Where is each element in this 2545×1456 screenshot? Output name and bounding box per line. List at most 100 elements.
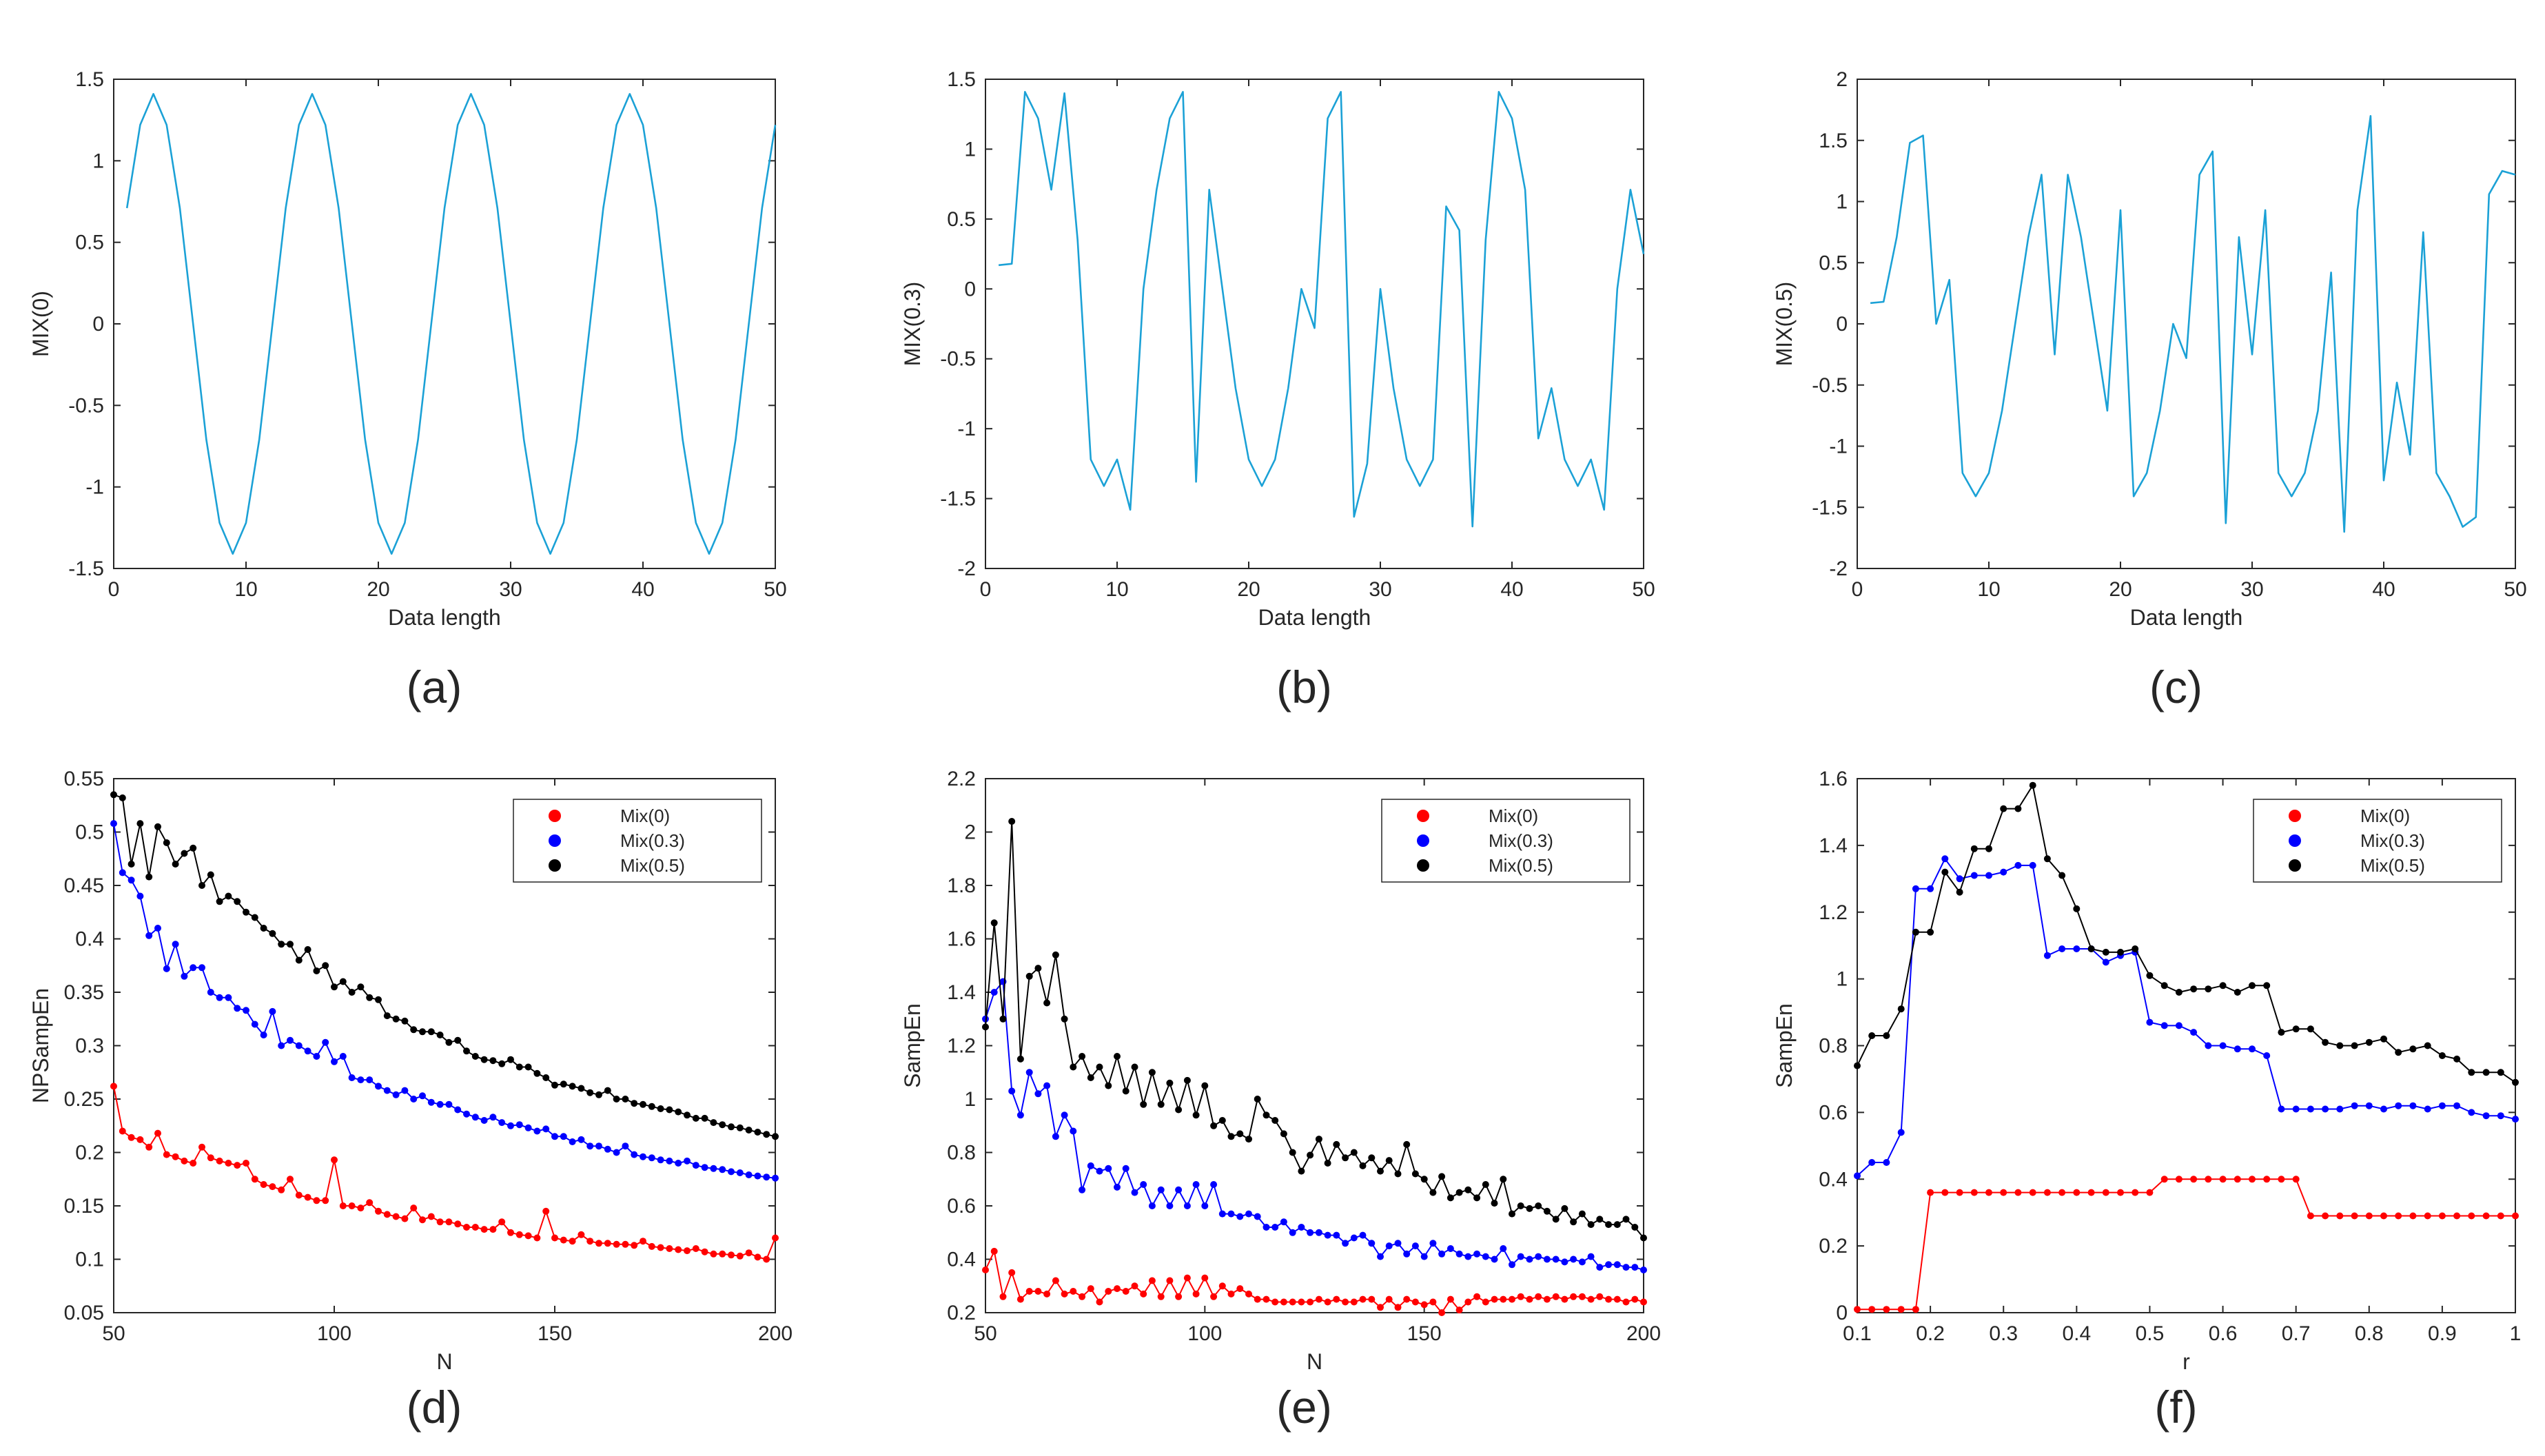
data-point [427, 1028, 435, 1036]
data-point [507, 1229, 514, 1236]
data-point [357, 1204, 365, 1212]
data-point [1016, 1295, 1024, 1303]
data-point [1227, 1290, 1235, 1298]
x-axis-title: r [2183, 1349, 2190, 1374]
data-point [1271, 1224, 1279, 1231]
legend-entry: Mix(0) [2360, 806, 2410, 826]
data-point [1218, 1210, 1226, 1218]
data-point [1008, 1087, 1016, 1095]
y-tick-label: 2 [1836, 68, 1848, 91]
data-point [1854, 1062, 1861, 1069]
data-point [445, 1100, 453, 1108]
data-point [2322, 1038, 2329, 1046]
data-point [1016, 1055, 1024, 1063]
data-point [1897, 1306, 1905, 1313]
data-point [225, 1160, 232, 1167]
data-point [1438, 1173, 1446, 1180]
data-point [1315, 1229, 1322, 1236]
data-point [1622, 1298, 1630, 1306]
data-point [1079, 1053, 1086, 1060]
data-point [2322, 1212, 2329, 1220]
data-point [1631, 1224, 1639, 1231]
data-point [1517, 1202, 1524, 1209]
data-point [1183, 1202, 1191, 1209]
data-point [772, 1234, 779, 1242]
data-point [2219, 982, 2227, 990]
data-point [1236, 1130, 1244, 1138]
data-point [480, 1056, 488, 1063]
data-point [313, 1197, 320, 1204]
data-point [1596, 1293, 1604, 1300]
data-point [613, 1240, 620, 1248]
data-point [1912, 1306, 1919, 1313]
data-point [1245, 1210, 1252, 1218]
y-tick-label: -1.5 [1812, 496, 1848, 519]
y-tick-label: 0.4 [1819, 1168, 1848, 1191]
data-point [154, 823, 161, 830]
legend: Mix(0) Mix(0.3) Mix(0.5) [2253, 799, 2502, 883]
panel-d: 50 100 150 200 0.05 0.1 0.15 0.2 0.25 0.3 0.35 0.4 0… [28, 768, 793, 1433]
legend-entry: Mix(0.3) [1489, 830, 1553, 851]
x-tick-label: 20 [1237, 578, 1260, 601]
data-point [1368, 1154, 1376, 1162]
data-point [1411, 1298, 1419, 1306]
data-point [2029, 1189, 2036, 1196]
data-point [1561, 1295, 1568, 1303]
data-point [1192, 1111, 1200, 1119]
data-point [1587, 1253, 1595, 1260]
data-point [613, 1096, 620, 1103]
data-point [1254, 1295, 1261, 1303]
data-point [728, 1168, 735, 1176]
data-point [2307, 1105, 2314, 1113]
data-point [2482, 1069, 2490, 1076]
data-point [260, 1032, 267, 1038]
data-point [684, 1157, 691, 1165]
data-point [1052, 1277, 1059, 1284]
data-point [1025, 1288, 1033, 1295]
data-point [533, 1234, 541, 1242]
data-point [648, 1154, 655, 1162]
data-point [1482, 1181, 1489, 1188]
y-tick-label: 1.5 [1819, 130, 1848, 152]
data-point [278, 1186, 285, 1193]
y-tick-label: -1 [1829, 435, 1848, 458]
x-tick-label: 1 [2510, 1322, 2522, 1345]
data-point [2175, 1176, 2183, 1183]
legend-entry: Mix(0.5) [620, 855, 685, 876]
data-point [675, 1160, 682, 1167]
data-point [1043, 999, 1051, 1007]
data-point [1473, 1194, 1481, 1202]
data-point [392, 1015, 400, 1023]
data-point [772, 1133, 779, 1140]
data-point [1985, 1189, 1992, 1196]
series-line-mix-0- [985, 1250, 1644, 1313]
data-point [736, 1169, 744, 1176]
data-point [719, 1121, 726, 1129]
data-point [110, 1083, 117, 1090]
data-point [251, 914, 258, 921]
data-point [454, 1106, 462, 1114]
data-point [145, 1143, 153, 1151]
legend-entry: Mix(0) [620, 806, 670, 826]
x-tick-label: 150 [538, 1322, 572, 1345]
data-point [1298, 1167, 1305, 1175]
data-point [2424, 1212, 2431, 1220]
data-point [234, 898, 241, 905]
plot-area-a [113, 79, 776, 569]
data-point [524, 1063, 532, 1071]
data-point [427, 1213, 435, 1220]
data-point [1245, 1290, 1252, 1298]
data-point [1114, 1183, 1121, 1191]
data-point [1324, 1160, 1331, 1167]
data-point [1403, 1140, 1411, 1148]
x-tick-label: 0.2 [1916, 1322, 1945, 1345]
data-point [1500, 1245, 1507, 1252]
panel-label: (b) [1276, 662, 1332, 712]
data-point [1509, 1261, 1515, 1269]
data-point [260, 925, 267, 932]
data-point [1897, 1129, 1905, 1136]
data-point [1157, 1100, 1165, 1108]
data-point [1034, 1090, 1042, 1098]
data-point [1464, 1298, 1472, 1306]
data-point [578, 1136, 585, 1143]
